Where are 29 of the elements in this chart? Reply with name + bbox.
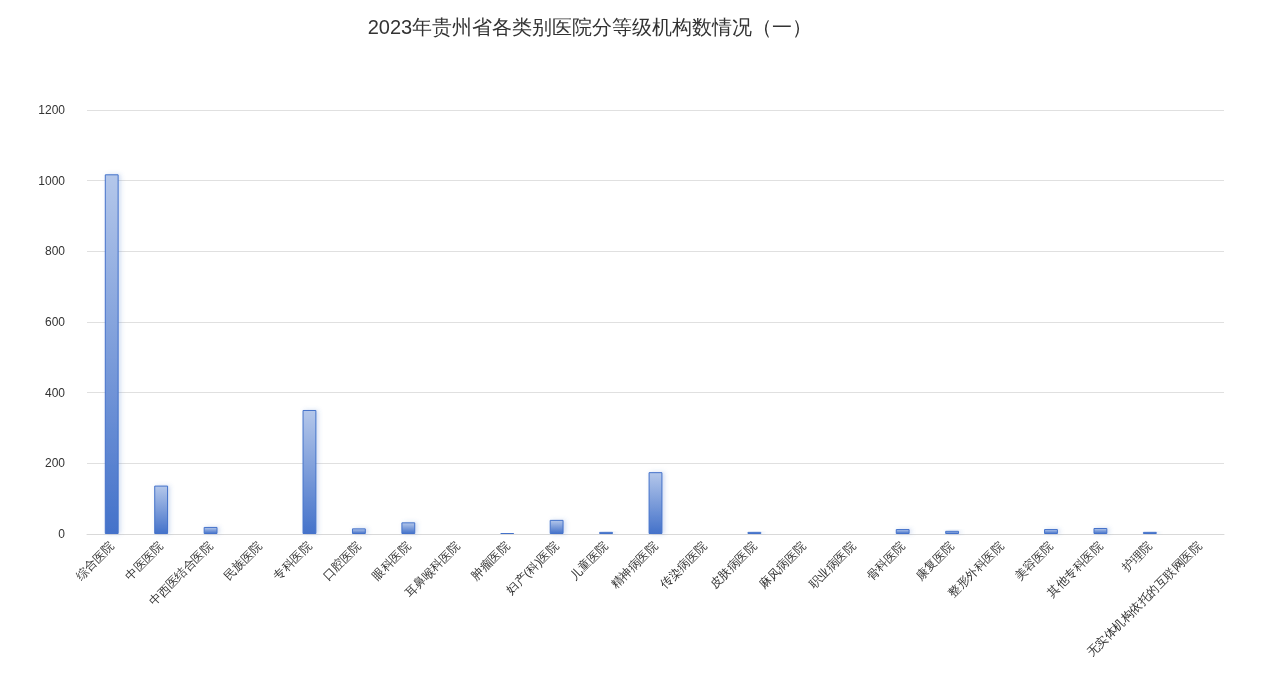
bar (549, 519, 564, 534)
x-tick-label: 美容医院 (1012, 539, 1056, 583)
bar (302, 409, 317, 534)
x-tick-label: 眼科医院 (369, 539, 414, 583)
bar (895, 529, 910, 534)
y-tick-label: 0 (58, 527, 66, 541)
x-tick-label: 骨科医院 (863, 539, 908, 583)
bar (104, 174, 119, 534)
y-tick-label: 1200 (38, 103, 66, 117)
bar (1044, 529, 1058, 534)
x-tick-label: 肿瘤医院 (468, 539, 513, 583)
y-tick-label: 600 (44, 315, 66, 329)
bar (351, 528, 366, 534)
x-tick-label: 口腔医院 (320, 539, 364, 583)
y-tick-label: 800 (44, 244, 66, 259)
x-tick-label: 综合医院 (72, 539, 117, 583)
y-tick-label: 200 (44, 456, 66, 471)
y-tick-label: 400 (44, 385, 66, 400)
bar (401, 522, 416, 534)
bar (1093, 527, 1108, 534)
bar (154, 485, 169, 534)
bar (648, 472, 663, 534)
x-tick-label: 护理院 (1118, 539, 1155, 576)
chart-title: 2023年贵州省各类别医院分等级机构数情况（一） (367, 16, 813, 38)
bar (203, 526, 218, 534)
x-tick-label: 民族医院 (221, 539, 265, 583)
y-tick-label: 1000 (38, 173, 66, 188)
bar (945, 530, 960, 534)
x-tick-label: 专科医院 (270, 539, 315, 583)
